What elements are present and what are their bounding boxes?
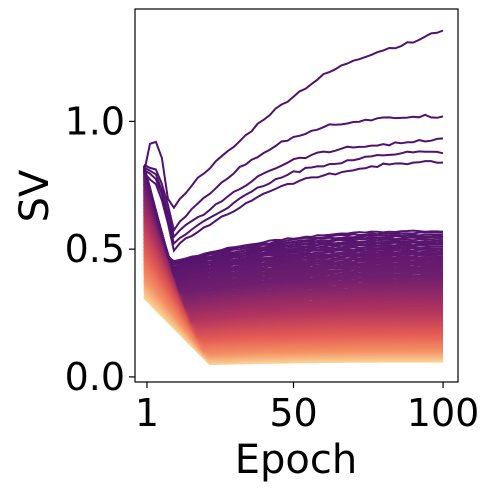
y-tick-label: 1.0 bbox=[65, 99, 125, 143]
x-axis-label: Epoch bbox=[235, 437, 357, 483]
y-axis-label: SV bbox=[12, 169, 58, 222]
series-line bbox=[143, 168, 444, 271]
series-line-rank-5 bbox=[143, 160, 444, 253]
series-line bbox=[143, 178, 444, 289]
series-line-rank-2 bbox=[143, 113, 444, 233]
y-tick-label: 0.5 bbox=[65, 227, 125, 271]
series-line bbox=[143, 193, 444, 304]
x-axis: 1 50 100 bbox=[135, 382, 479, 435]
series-line bbox=[143, 169, 444, 274]
series-line bbox=[143, 170, 444, 277]
series-line bbox=[143, 185, 444, 296]
series-line bbox=[143, 166, 444, 268]
x-tick-label: 100 bbox=[407, 391, 480, 435]
series-line bbox=[143, 183, 444, 293]
series-line bbox=[143, 181, 444, 291]
series-line bbox=[143, 165, 444, 263]
series-line-rank-4 bbox=[143, 150, 444, 246]
y-axis: 0.0 0.5 1.0 bbox=[65, 99, 135, 399]
series-line-rank-3 bbox=[143, 137, 444, 239]
plot-frame bbox=[134, 8, 459, 383]
x-tick-label: 1 bbox=[135, 391, 159, 435]
series-lines bbox=[143, 29, 444, 366]
y-tick-label: 0.0 bbox=[65, 355, 125, 399]
x-tick-label: 50 bbox=[269, 391, 317, 435]
series-line-rank-1 bbox=[143, 29, 444, 210]
